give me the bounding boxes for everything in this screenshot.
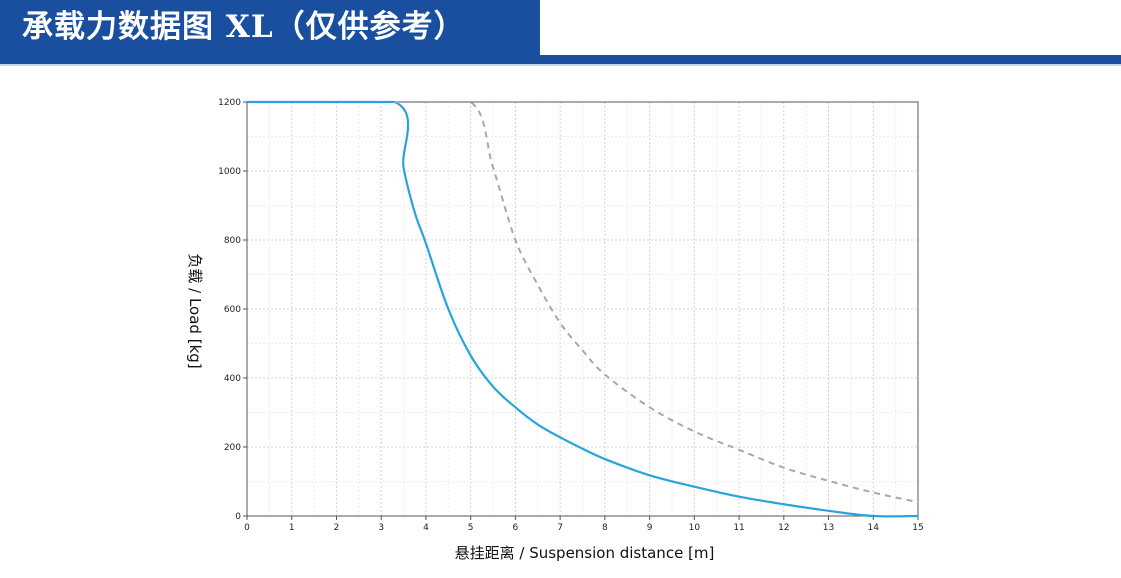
x-tick-label: 12: [778, 523, 789, 533]
x-tick-label: 14: [868, 523, 880, 533]
x-tick-label: 9: [647, 523, 653, 533]
x-tick-label: 13: [823, 523, 834, 533]
x-axis-ticks: 0 1 2 3 4 5 6 7 8 9 10 11 12 13 14 15: [244, 516, 924, 533]
series-layer: [247, 100, 919, 518]
y-tick-label: 1200: [218, 98, 241, 108]
y-tick-label: 1000: [218, 167, 241, 177]
page-title: 承载力数据图 XL（仅供参考）: [22, 9, 466, 45]
header-rule-light: [0, 64, 1121, 66]
header-band: [0, 0, 540, 55]
x-tick-label: 7: [557, 523, 563, 533]
y-axis-label: 负载 / Load [kg]: [186, 253, 204, 368]
x-tick-label: 11: [733, 523, 744, 533]
x-tick-label: 5: [468, 523, 474, 533]
header-rule: [0, 55, 1121, 64]
x-axis-label: 悬挂距离 / Suspension distance [m]: [455, 544, 715, 562]
y-tick-label: 400: [224, 374, 241, 384]
y-tick-label: 200: [224, 443, 241, 453]
grid-major: [246, 101, 919, 517]
x-tick-label: 1: [289, 523, 295, 533]
y-tick-label: 600: [224, 305, 241, 315]
x-tick-label: 2: [334, 523, 340, 533]
x-tick-label: 4: [423, 523, 429, 533]
y-tick-label: 800: [224, 236, 241, 246]
x-tick-label: 6: [513, 523, 519, 533]
series-line-dashed: [394, 101, 919, 504]
x-tick-label: 10: [689, 523, 701, 533]
x-tick-label: 15: [912, 523, 923, 533]
x-tick-label: 0: [244, 523, 250, 533]
series-line-solid: [247, 100, 919, 518]
y-axis-ticks: 0 200 400 600 800 1000 1200: [218, 98, 247, 522]
x-tick-label: 8: [602, 523, 608, 533]
y-tick-label: 0: [235, 512, 241, 522]
x-tick-label: 3: [378, 523, 384, 533]
